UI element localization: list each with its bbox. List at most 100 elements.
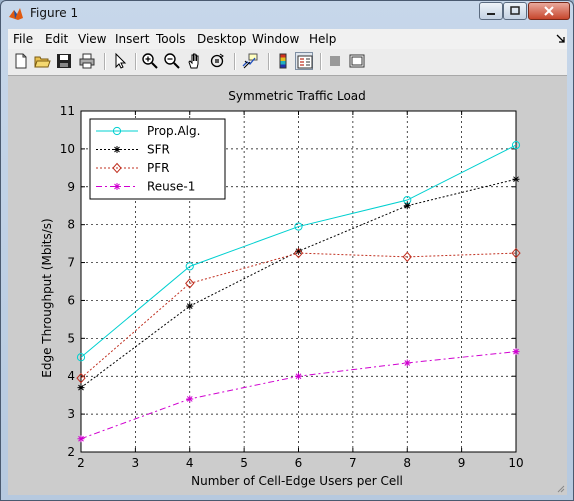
dock-arrow-icon[interactable]: [556, 34, 566, 44]
print-icon: [79, 53, 95, 69]
zoom-out-icon: [164, 53, 180, 69]
menu-edit[interactable]: Edit: [45, 32, 69, 46]
data-point[interactable]: [295, 247, 302, 255]
zoom-in-button[interactable]: [141, 52, 159, 70]
maximize-icon: [510, 6, 520, 15]
menu-bar: File Edit View Insert Tools Desktop Wind…: [8, 29, 567, 49]
legend-button[interactable]: [295, 52, 313, 70]
menu-help[interactable]: Help: [309, 32, 337, 46]
x-tick-label: 9: [458, 456, 466, 470]
axis-ticks: 2 3 4 5 6 7 8 9 10 2 3 4 5 6 7 8 9 10 11: [60, 104, 524, 470]
menu-tools[interactable]: Tools: [156, 32, 186, 46]
show-plot-tools-icon: [349, 54, 365, 68]
data-point[interactable]: [294, 222, 303, 231]
save-button[interactable]: [55, 52, 73, 70]
figure-toolbar: [8, 49, 567, 76]
colorbar-button[interactable]: [274, 52, 292, 70]
data-point[interactable]: [293, 247, 304, 259]
resize-grip-icon[interactable]: [555, 483, 565, 493]
y-tick-label: 8: [67, 218, 75, 232]
close-button[interactable]: [528, 2, 570, 20]
rotate-3d-button[interactable]: [208, 52, 226, 70]
matlab-logo-icon: [9, 8, 23, 20]
chart-title: Symmetric Traffic Load: [228, 89, 366, 103]
legend[interactable]: Prop.Alg. SFR PFR Reuse-1: [89, 118, 226, 200]
colorbar-icon: [279, 53, 287, 69]
maximize-button[interactable]: [503, 2, 527, 20]
data-point[interactable]: [185, 278, 195, 289]
toolbar-separator: [268, 53, 270, 70]
show-plot-tools-button[interactable]: [348, 52, 366, 70]
figure-canvas: Symmetric Traffic Load 2 3 4 5 6 7 8 9 10 2 3 4 5 6 7 8…: [8, 76, 567, 495]
legend-box: [89, 118, 226, 200]
legend-entry-label: Reuse-1: [147, 180, 195, 194]
menu-desktop[interactable]: Desktop: [197, 32, 247, 46]
menu-insert[interactable]: Insert: [115, 32, 150, 46]
pointer-button[interactable]: [111, 52, 129, 70]
series-line-pfr[interactable]: [80, 252, 517, 379]
legend-entry-label: Prop.Alg.: [147, 124, 200, 138]
open-file-icon: [34, 56, 51, 68]
hide-plot-tools-button[interactable]: [326, 52, 344, 70]
menu-window[interactable]: Window: [252, 32, 300, 46]
series-layer: [76, 141, 521, 443]
data-point[interactable]: [76, 372, 86, 384]
x-tick-label: 4: [186, 456, 194, 470]
save-icon: [57, 54, 71, 68]
data-point[interactable]: [186, 395, 194, 403]
y-tick-label: 9: [67, 180, 75, 194]
title-bar[interactable]: Figure 1: [1, 1, 573, 27]
menu-view[interactable]: View: [78, 32, 107, 46]
data-point[interactable]: [76, 353, 86, 362]
data-point[interactable]: [295, 372, 302, 380]
legend-entry-label: PFR: [147, 161, 169, 175]
y-tick-label: 6: [67, 293, 75, 307]
legend-entry-label: SFR: [147, 143, 170, 157]
data-cursor-button[interactable]: [241, 52, 259, 70]
data-point[interactable]: [186, 302, 194, 310]
data-point[interactable]: [403, 359, 411, 367]
pan-hand-icon: [188, 53, 199, 69]
pointer-icon: [115, 52, 127, 69]
legend-marker[interactable]: [112, 126, 122, 136]
data-point[interactable]: [77, 435, 85, 443]
toolbar-separator: [320, 53, 322, 70]
legend-marker[interactable]: [112, 162, 122, 174]
new-figure-button[interactable]: [12, 52, 30, 70]
print-button[interactable]: [78, 52, 96, 70]
new-figure-icon: [15, 53, 27, 69]
toolbar-separator: [135, 53, 137, 70]
data-point[interactable]: [185, 262, 194, 271]
data-point[interactable]: [403, 202, 411, 210]
data-point[interactable]: [512, 348, 520, 356]
data-point[interactable]: [511, 141, 521, 150]
legend-icon: [297, 55, 313, 69]
hide-plot-tools-icon: [330, 56, 340, 66]
y-axis-label: Edge Throughput (Mbits/s): [40, 218, 54, 377]
plot-svg: Symmetric Traffic Load 2 3 4 5 6 7 8 9 10 2 3 4 5 6 7 8…: [40, 89, 524, 488]
data-point[interactable]: [512, 175, 520, 183]
zoom-in-icon: [142, 53, 158, 69]
x-tick-label: 3: [132, 456, 140, 470]
rotate-3d-icon: [210, 53, 224, 68]
x-tick-label: 6: [295, 456, 303, 470]
data-point[interactable]: [511, 247, 521, 259]
x-tick-label: 8: [403, 456, 411, 470]
minimize-button[interactable]: [479, 2, 503, 20]
legend-marker[interactable]: [113, 146, 121, 153]
open-file-button[interactable]: [33, 52, 51, 70]
y-tick-label: 2: [67, 445, 75, 459]
pan-button[interactable]: [186, 52, 204, 70]
minimize-icon: [487, 13, 495, 15]
data-point[interactable]: [77, 384, 85, 392]
legend-marker[interactable]: [113, 183, 121, 190]
zoom-out-button[interactable]: [163, 52, 181, 70]
x-axis-label: Number of Cell-Edge Users per Cell: [191, 474, 403, 488]
y-tick-label: 5: [67, 331, 75, 345]
series-line-prop-alg[interactable]: [80, 144, 517, 358]
data-point[interactable]: [402, 251, 412, 263]
menu-file[interactable]: File: [13, 32, 34, 46]
close-icon: [544, 6, 554, 16]
y-tick-label: 11: [60, 104, 75, 118]
